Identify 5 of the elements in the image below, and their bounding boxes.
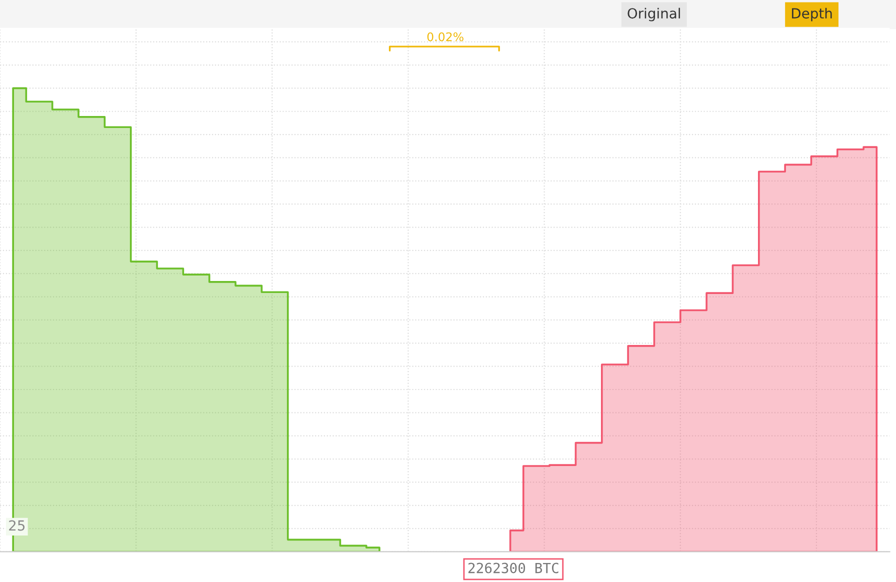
- annotation: 25: [9, 520, 25, 531]
- text: 0.02%: [427, 32, 464, 42]
- text: Original: [628, 8, 680, 22]
- text: Depth: [792, 8, 832, 22]
- text: 2262300 BTC: [468, 562, 558, 574]
